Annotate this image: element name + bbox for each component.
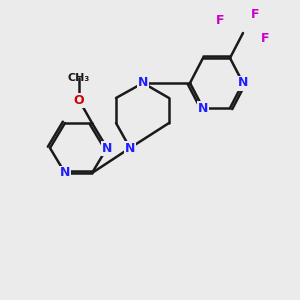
Text: N: N xyxy=(60,167,70,179)
Text: O: O xyxy=(74,94,84,106)
Text: N: N xyxy=(198,101,208,115)
Text: N: N xyxy=(125,142,135,154)
Text: F: F xyxy=(216,14,224,26)
Text: CH₃: CH₃ xyxy=(68,73,90,83)
Text: N: N xyxy=(102,142,112,154)
Text: N: N xyxy=(238,76,248,89)
Text: F: F xyxy=(261,32,269,44)
Text: N: N xyxy=(138,76,148,89)
Text: F: F xyxy=(251,8,259,22)
